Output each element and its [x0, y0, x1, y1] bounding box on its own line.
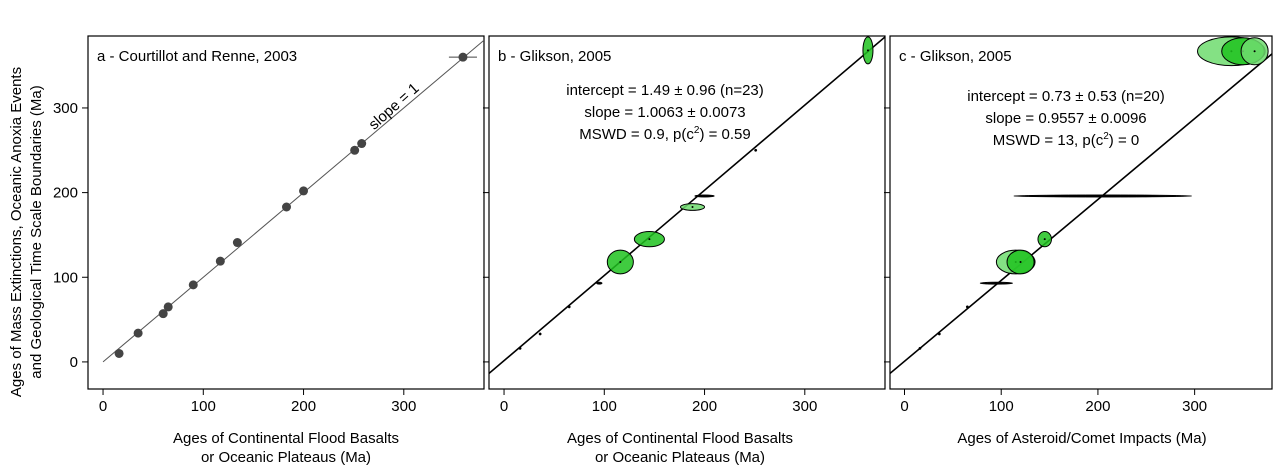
ellipse-center — [1019, 261, 1022, 264]
stats-slope: slope = 0.9557 ± 0.0096 — [985, 110, 1146, 127]
x-tick-label: 200 — [1085, 398, 1110, 415]
panel-title: b - Glikson, 2005 — [498, 48, 611, 65]
y-tick-label: 200 — [53, 185, 78, 202]
panel-c: 0 100 200 300 c - Glikson, 2005 intercept =… — [884, 35, 1273, 447]
data-point — [357, 139, 367, 149]
slope-label: slope = 1 — [365, 80, 422, 133]
error-ellipse — [694, 194, 715, 198]
x-tick-label: 100 — [191, 398, 216, 415]
x-tick-label: 300 — [1182, 398, 1207, 415]
x-tick-label: 0 — [500, 398, 508, 415]
x-axis-title-line1: Ages of Asteroid/Comet Impacts (Ma) — [957, 430, 1206, 447]
error-ellipse — [538, 332, 542, 336]
ellipse-center — [1043, 238, 1046, 241]
data-point — [282, 202, 292, 212]
panel-title: c - Glikson, 2005 — [899, 48, 1012, 65]
data-point — [133, 328, 143, 338]
error-ellipse — [937, 332, 941, 336]
data-point — [299, 186, 309, 196]
data-point — [232, 238, 242, 248]
error-ellipse — [567, 305, 571, 309]
stats-slope: slope = 1.0063 ± 0.0073 — [584, 104, 745, 121]
y-axis-title-line2: and Geological Time Scale Boundaries (Ma… — [28, 85, 45, 378]
y-tick-label: 0 — [70, 354, 78, 371]
x-axis-title-line2: or Oceanic Plateaus (Ma) — [201, 449, 371, 465]
stats-mswd: MSWD = 13, p(c2) = 0 — [993, 131, 1139, 149]
regression-line — [890, 53, 1272, 375]
stats-intercept: intercept = 1.49 ± 0.96 (n=23) — [566, 82, 764, 99]
data-point — [158, 309, 168, 319]
x-tick-label: 100 — [592, 398, 617, 415]
panel-a: 0 100 200 300 0 100 200 300 a - Courtillot and … — [53, 35, 485, 465]
x-axis-title-line1: Ages of Continental Flood Basalts — [567, 430, 793, 447]
plot-frame — [87, 35, 485, 390]
x-tick-label: 0 — [99, 398, 107, 415]
error-ellipse — [1013, 194, 1192, 198]
data-point — [163, 302, 173, 312]
data-point — [215, 256, 225, 266]
x-axis-title-line1: Ages of Continental Flood Basalts — [173, 430, 399, 447]
x-tick-label: 0 — [900, 398, 908, 415]
error-ellipse — [518, 346, 522, 350]
ellipse-center — [648, 238, 651, 241]
error-ellipse — [754, 148, 758, 152]
plot-frame — [889, 35, 1273, 390]
y-tick-label: 300 — [53, 100, 78, 117]
stats-intercept: intercept = 0.73 ± 0.53 (n=20) — [967, 88, 1165, 105]
data-point — [350, 145, 360, 155]
error-ellipse — [596, 281, 603, 285]
data-point — [458, 52, 468, 62]
x-axis-title-line2: or Oceanic Plateaus (Ma) — [595, 449, 765, 465]
ellipse-center — [1253, 50, 1256, 53]
stats-mswd: MSWD = 0.9, p(c2) = 0.59 — [579, 125, 750, 143]
plot-frame — [488, 35, 886, 390]
x-tick-label: 100 — [989, 398, 1014, 415]
x-tick-label: 200 — [692, 398, 717, 415]
x-tick-label: 300 — [391, 398, 416, 415]
data-point — [114, 348, 124, 358]
data-point — [188, 280, 198, 290]
error-ellipse — [979, 281, 1014, 285]
ellipse-center — [619, 261, 622, 264]
x-tick-label: 300 — [792, 398, 817, 415]
y-tick-label: 100 — [53, 269, 78, 286]
panel-title: a - Courtillot and Renne, 2003 — [97, 48, 297, 65]
error-ellipse — [918, 346, 922, 350]
ellipse-center — [866, 49, 869, 52]
ellipse-center — [691, 205, 694, 208]
panel-b: 0 100 200 300 b - Glikson, 2005 intercept =… — [483, 35, 886, 465]
y-axis-title-line1: Ages of Mass Extinctions, Oceanic Anoxia… — [8, 67, 25, 397]
error-ellipse — [965, 305, 969, 309]
x-tick-label: 200 — [291, 398, 316, 415]
